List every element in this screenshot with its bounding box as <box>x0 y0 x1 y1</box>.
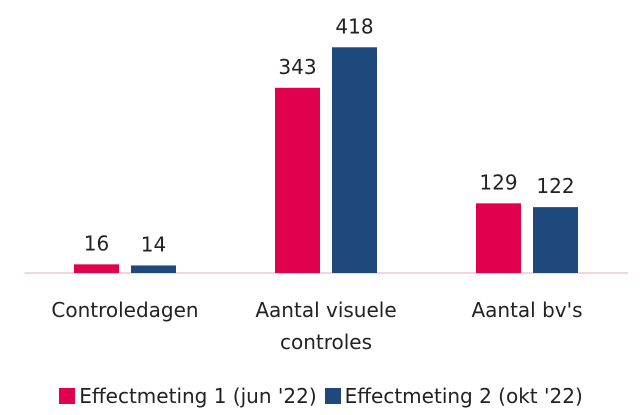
data-label: 418 <box>335 14 373 38</box>
data-label: 14 <box>141 232 166 256</box>
legend-item: Effectmeting 2 (okt '22) <box>324 384 583 408</box>
legend-swatch <box>324 388 341 404</box>
bar <box>131 265 176 273</box>
legend-label: Effectmeting 1 (jun '22) <box>79 384 317 408</box>
bar <box>275 87 320 273</box>
legend-swatch <box>59 388 76 404</box>
x-tick-label: Aantal bv's <box>471 298 583 322</box>
data-label: 16 <box>84 231 109 255</box>
data-label: 129 <box>479 170 517 194</box>
x-tick-label: Aantal visuele controles <box>255 298 397 354</box>
bar <box>476 203 521 273</box>
bar <box>74 264 119 273</box>
legend: Effectmeting 1 (jun '22) Effectmeting 2 (… <box>0 384 642 409</box>
legend-label: Effectmeting 2 (okt '22) <box>344 384 583 408</box>
x-tick-label: Controledagen <box>51 298 199 322</box>
data-label: 343 <box>278 55 316 79</box>
bar <box>533 207 578 273</box>
data-label: 122 <box>536 174 574 198</box>
bar <box>332 47 377 273</box>
legend-item: Effectmeting 1 (jun '22) <box>59 384 317 408</box>
